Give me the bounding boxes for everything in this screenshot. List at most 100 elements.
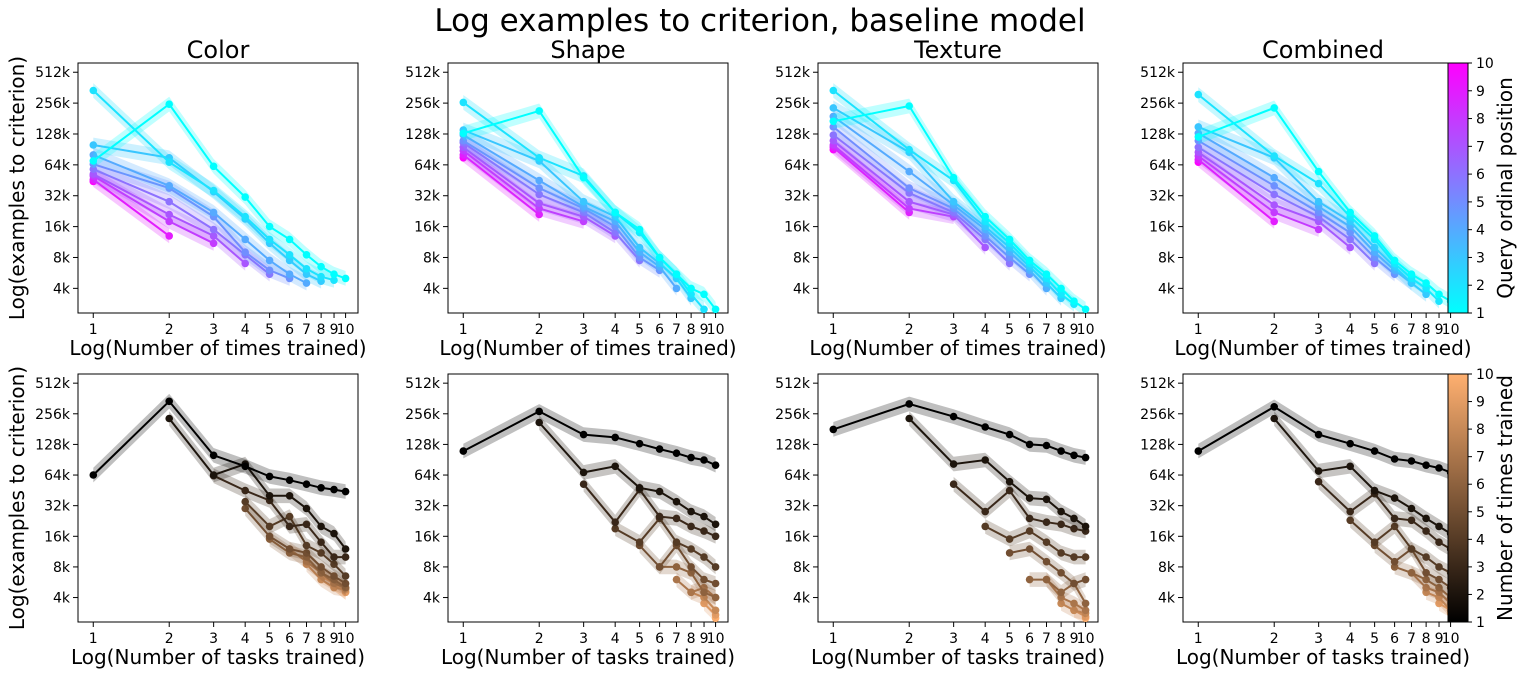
data-point [1005, 477, 1014, 486]
data-point [302, 265, 311, 273]
plot-frame [817, 62, 1099, 314]
colorbar-label: Number of times trained [1493, 375, 1517, 621]
data-point [330, 560, 338, 568]
series-1 [89, 393, 350, 499]
data-point [209, 471, 218, 479]
series-line [462, 139, 661, 272]
series-band [463, 127, 677, 296]
y-tick-label: 4k [423, 281, 441, 297]
data-point [165, 232, 173, 240]
data-point [905, 400, 913, 408]
data-point [981, 522, 989, 531]
chart-panel-2: 1 2 3 4 5 6 7 8 910 4k 8k 16k 32k 64k 128k 256k 512k Shap… [405, 36, 736, 360]
y-tick-label: 8k [1158, 250, 1176, 266]
data-point [285, 476, 294, 485]
data-point [317, 563, 325, 571]
data-point [535, 154, 543, 162]
x-tick-label: 4 [1346, 631, 1355, 647]
data-point [209, 225, 218, 234]
data-point [1314, 167, 1323, 176]
data-point [1005, 235, 1014, 244]
data-point [317, 262, 325, 271]
series-1 [829, 396, 1090, 465]
plot-frame [447, 62, 729, 314]
y-tick-label: 32k [414, 499, 441, 515]
series-line [1197, 151, 1351, 249]
x-tick-label: 9 [1070, 322, 1079, 338]
data-point [1435, 575, 1443, 584]
x-tick-label: 2 [165, 322, 174, 338]
data-point [981, 232, 989, 240]
data-point [241, 497, 249, 506]
colorbar-tick-label: 6 [1476, 477, 1485, 493]
series-band [1426, 585, 1451, 618]
data-point [672, 449, 681, 458]
y-tick-label: 8k [793, 250, 811, 266]
x-tick-label: 5 [265, 322, 274, 338]
x-tick-label: 2 [535, 322, 544, 338]
data-point [1314, 208, 1323, 217]
data-point [302, 270, 311, 279]
x-tick-label: 3 [209, 322, 218, 338]
y-tick-label: 512k [405, 376, 441, 392]
data-point [949, 197, 958, 206]
data-point [165, 182, 173, 190]
series-band [463, 133, 660, 278]
data-point [829, 425, 838, 434]
data-point [1057, 507, 1065, 516]
data-point [1057, 599, 1065, 608]
data-point [1194, 90, 1203, 99]
x-tick-label: 5 [1370, 322, 1379, 338]
data-point [1407, 569, 1416, 577]
data-point [535, 199, 543, 208]
series-line [833, 104, 1087, 311]
x-tick-label: 6 [285, 631, 294, 647]
series-line [462, 154, 540, 216]
data-point [905, 102, 913, 110]
y-tick-label: 128k [1140, 437, 1176, 453]
x-tick-label: 3 [579, 631, 588, 647]
data-point [317, 549, 325, 557]
data-point [700, 290, 708, 299]
data-point [341, 553, 350, 561]
data-point [1346, 228, 1354, 237]
data-point [1390, 522, 1399, 531]
y-tick-label: 32k [1149, 189, 1176, 205]
data-point [1422, 569, 1430, 577]
data-point [905, 414, 913, 423]
data-point [89, 471, 98, 479]
y-tick-label: 512k [405, 65, 441, 81]
series-band [909, 411, 1086, 534]
y-tick-label: 4k [1158, 281, 1176, 297]
series-band [539, 415, 716, 532]
x-tick-label: 8 [317, 322, 326, 338]
x-tick-label: 6 [655, 322, 664, 338]
data-point [655, 445, 664, 453]
colorbar-tick-label: 2 [1476, 587, 1485, 603]
data-point [1314, 179, 1323, 188]
chart-panel-6: 1 2 3 4 5 6 7 8 910 4k 8k 16k 32k 64k 128k 256k 512k Log(… [405, 373, 735, 669]
data-point [265, 472, 274, 481]
data-point [829, 131, 838, 139]
x-tick-label: 9 [330, 631, 339, 647]
y-tick-label: 4k [53, 281, 71, 297]
series-line [1045, 578, 1087, 612]
data-point [711, 593, 720, 602]
data-point [209, 208, 218, 217]
y-tick-label: 4k [793, 281, 811, 297]
y-tick-label: 64k [1149, 468, 1176, 484]
series-1 [459, 404, 720, 473]
data-point [687, 507, 695, 516]
data-point [1057, 593, 1065, 602]
data-point [1081, 305, 1090, 313]
chart-panel-3: 1 2 3 4 5 6 7 8 910 4k 8k 16k 32k 64k 128k 256k 512k Text… [775, 36, 1106, 360]
data-point [905, 197, 913, 206]
data-point [672, 497, 681, 506]
data-point [981, 507, 989, 516]
data-point [1005, 253, 1014, 262]
series-band [583, 476, 716, 544]
x-tick-label: 4 [1346, 322, 1355, 338]
y-tick-label: 256k [775, 96, 811, 112]
y-tick-label: 8k [1158, 560, 1176, 576]
